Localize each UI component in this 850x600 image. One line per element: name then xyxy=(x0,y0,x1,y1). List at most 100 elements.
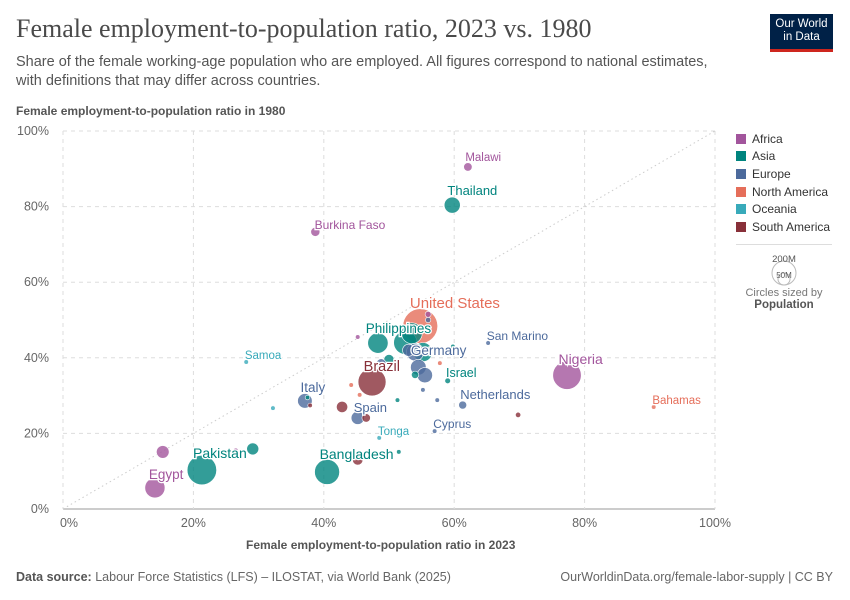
x-tick-label: 60% xyxy=(442,516,467,530)
y-tick-label: 100% xyxy=(17,124,49,138)
data-point xyxy=(355,334,361,340)
source-label: Data source: xyxy=(16,570,92,584)
data-point xyxy=(402,343,415,357)
size-legend-circles: 200M 50M xyxy=(771,254,797,286)
data-point xyxy=(348,382,354,388)
point-label-israel: Israel xyxy=(446,366,477,380)
point-label-pakistan: Pakistan xyxy=(193,445,247,461)
legend-swatch xyxy=(736,221,746,232)
chart-subtitle: Share of the female working-age populati… xyxy=(16,54,708,89)
data-point-samoa xyxy=(243,359,249,365)
data-point-nigeria xyxy=(552,360,582,390)
point-label-italy: Italy xyxy=(301,380,326,395)
data-point xyxy=(450,343,456,350)
data-point-philippines xyxy=(367,332,389,354)
point-label-bahamas: Bahamas xyxy=(652,395,701,407)
data-point xyxy=(434,397,440,403)
data-point xyxy=(352,454,364,466)
point-label-samoa: Samoa xyxy=(245,350,282,362)
legend-item-oceania[interactable]: Oceania xyxy=(736,200,830,218)
data-point-malawi xyxy=(463,162,473,172)
data-point xyxy=(515,411,522,418)
y-tick-label: 40% xyxy=(24,351,49,365)
size-metric: Population xyxy=(754,299,814,311)
data-point-netherlands xyxy=(458,400,468,410)
legend-item-europe[interactable]: Europe xyxy=(736,165,830,183)
data-point xyxy=(233,447,239,454)
size-circle-small xyxy=(777,272,791,286)
size-label-small: 50M xyxy=(776,271,792,280)
point-label-brazil: Brazil xyxy=(364,359,400,375)
point-label-philippines: Philippines xyxy=(366,321,432,336)
data-point xyxy=(361,413,371,423)
x-tick-label: 20% xyxy=(181,516,206,530)
data-point xyxy=(246,442,260,456)
point-label-egypt: Egypt xyxy=(149,467,184,482)
data-point xyxy=(336,401,348,413)
size-label-large: 200M xyxy=(772,254,796,265)
x-tick-label: 0% xyxy=(60,516,78,530)
data-point-bahamas xyxy=(651,404,657,410)
point-label-san-marino: San Marino xyxy=(487,329,549,343)
data-point xyxy=(401,322,423,344)
data-point-san-marino xyxy=(485,340,491,346)
data-point-thailand xyxy=(443,196,461,214)
legend-item-south-america[interactable]: South America xyxy=(736,218,830,236)
point-label-bangladesh: Bangladesh xyxy=(320,446,394,462)
y-tick-label: 60% xyxy=(24,275,49,289)
point-label-cyprus: Cyprus xyxy=(433,417,471,431)
legend-swatch xyxy=(736,151,746,162)
point-label-thailand: Thailand xyxy=(447,183,497,198)
point-label-burkina-faso: Burkina Faso xyxy=(315,218,386,232)
source-text: Labour Force Statistics (LFS) – ILOSTAT,… xyxy=(95,570,451,584)
data-point xyxy=(359,406,365,412)
legend-label: Africa xyxy=(752,131,783,146)
point-label-nigeria: Nigeria xyxy=(558,351,603,367)
data-point-burkina-faso xyxy=(310,227,321,237)
logo-line-2: in Data xyxy=(783,31,820,43)
region-legend: Africa Asia Europe North America Oceania… xyxy=(736,130,830,236)
data-point xyxy=(270,405,276,411)
data-point xyxy=(156,445,170,459)
data-point xyxy=(304,394,311,401)
data-point xyxy=(396,449,402,455)
legend-swatch xyxy=(736,168,746,179)
point-label-united-states: United States xyxy=(410,295,500,312)
data-point-egypt xyxy=(144,477,166,499)
data-point xyxy=(411,370,420,379)
owid-logo[interactable]: Our World in Data xyxy=(770,14,833,52)
legend-item-asia[interactable]: Asia xyxy=(736,148,830,166)
data-point xyxy=(424,311,432,318)
point-label-malawi: Malawi xyxy=(465,152,501,164)
x-tick-label: 80% xyxy=(572,516,597,530)
data-point xyxy=(307,402,313,409)
x-axis-label: Female employment-to-population ratio in… xyxy=(246,538,516,552)
chart-title: Female employment-to-population ratio, 2… xyxy=(16,14,592,43)
data-point xyxy=(425,317,432,323)
legend-item-north-america[interactable]: North America xyxy=(736,183,830,201)
legend-item-africa[interactable]: Africa xyxy=(736,130,830,148)
data-point xyxy=(420,387,426,393)
point-label-netherlands: Netherlands xyxy=(460,387,531,402)
logo-line-1: Our World xyxy=(775,18,828,30)
data-point-bangladesh xyxy=(314,459,340,485)
source-link[interactable]: OurWorldinData.org/female-labor-supply |… xyxy=(560,570,833,584)
size-legend: 200M 50M Circles sized by Population xyxy=(736,244,832,311)
data-point xyxy=(376,358,387,369)
legend-label: Oceania xyxy=(752,202,797,217)
x-tick-label: 100% xyxy=(699,516,731,530)
y-axis-label: Female employment-to-population ratio in… xyxy=(16,104,286,118)
data-point xyxy=(394,397,401,403)
data-point-brazil xyxy=(357,367,387,397)
legend-label: North America xyxy=(752,184,829,199)
legend-label: Europe xyxy=(752,166,791,181)
data-point xyxy=(437,360,443,366)
point-label-tonga: Tonga xyxy=(378,426,410,438)
y-tick-label: 20% xyxy=(24,426,49,440)
legend-label: Asia xyxy=(752,149,776,164)
data-source: Data source: Labour Force Statistics (LF… xyxy=(16,570,451,584)
legend-swatch xyxy=(736,133,746,144)
legend-swatch xyxy=(736,186,746,197)
